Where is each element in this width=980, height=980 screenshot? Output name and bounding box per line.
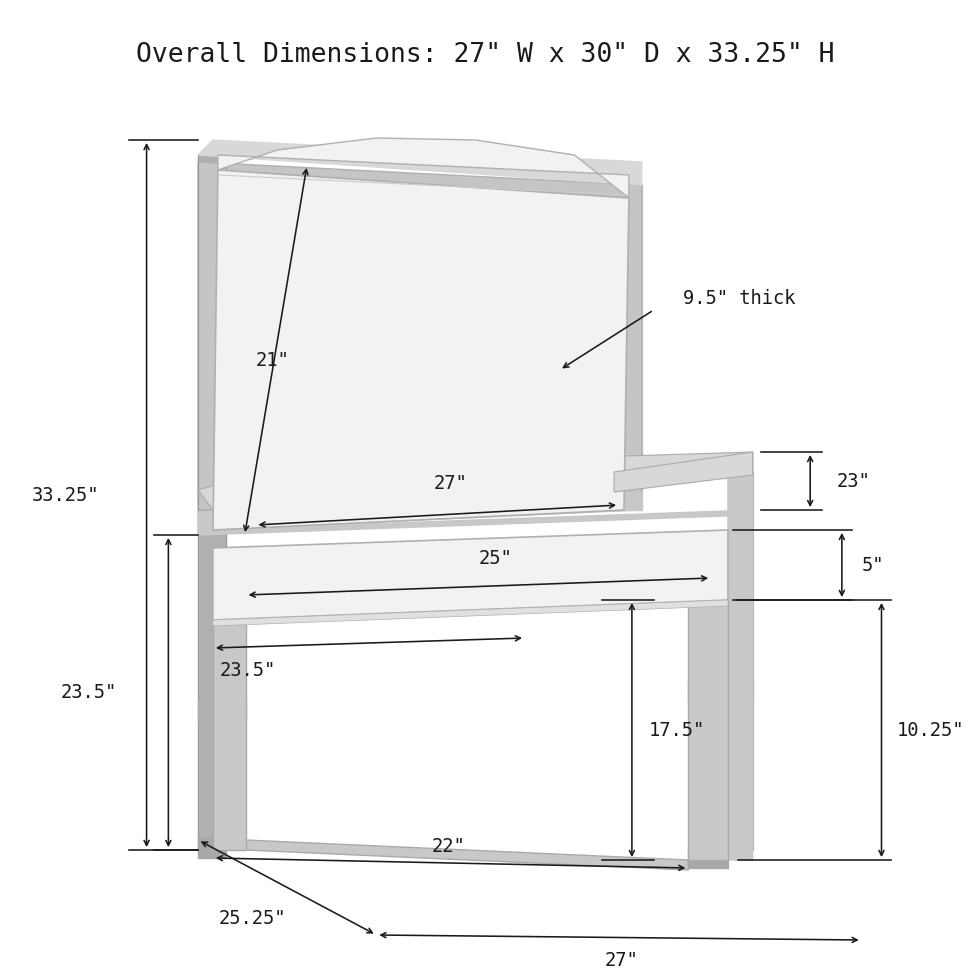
Text: 23.5": 23.5" xyxy=(61,682,117,702)
Polygon shape xyxy=(198,155,225,850)
Text: 17.5": 17.5" xyxy=(649,720,705,740)
Text: 25.25": 25.25" xyxy=(219,908,286,927)
Polygon shape xyxy=(198,162,642,510)
Polygon shape xyxy=(198,467,277,510)
Polygon shape xyxy=(213,620,246,850)
Polygon shape xyxy=(198,140,642,185)
Polygon shape xyxy=(198,492,642,530)
Text: 27": 27" xyxy=(605,951,639,969)
Polygon shape xyxy=(277,452,753,492)
Polygon shape xyxy=(688,680,753,700)
Polygon shape xyxy=(728,472,753,850)
Polygon shape xyxy=(225,335,614,365)
Polygon shape xyxy=(614,452,753,492)
Polygon shape xyxy=(728,452,753,860)
Text: 9.5" thick: 9.5" thick xyxy=(683,288,796,308)
Text: 5": 5" xyxy=(861,556,884,574)
Polygon shape xyxy=(688,848,728,868)
Polygon shape xyxy=(198,838,225,858)
Polygon shape xyxy=(213,530,728,620)
Polygon shape xyxy=(213,600,728,626)
Polygon shape xyxy=(614,185,642,510)
Text: 25": 25" xyxy=(478,549,513,567)
Polygon shape xyxy=(198,510,753,535)
Text: 33.25": 33.25" xyxy=(31,485,99,505)
Text: 21": 21" xyxy=(256,351,289,369)
Polygon shape xyxy=(225,405,614,435)
Text: 27": 27" xyxy=(434,473,467,493)
Text: 23.5": 23.5" xyxy=(220,661,276,679)
Text: Overall Dimensions: 27" W x 30" D x 33.25" H: Overall Dimensions: 27" W x 30" D x 33.2… xyxy=(136,42,835,68)
Polygon shape xyxy=(688,600,728,860)
Text: 22": 22" xyxy=(432,837,466,856)
Text: 10.25": 10.25" xyxy=(897,720,964,740)
Polygon shape xyxy=(218,138,629,198)
Polygon shape xyxy=(213,170,629,530)
Text: 23": 23" xyxy=(837,471,870,491)
Polygon shape xyxy=(198,700,246,720)
Polygon shape xyxy=(246,840,688,870)
